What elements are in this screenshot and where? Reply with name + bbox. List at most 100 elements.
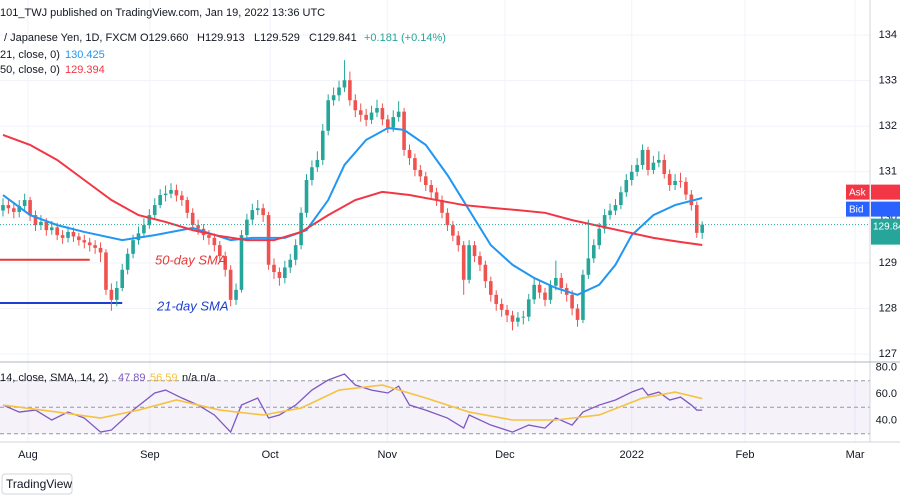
candle-body [624, 180, 629, 193]
candle-body [104, 252, 108, 290]
candle-body [646, 149, 650, 170]
candle-body [684, 181, 688, 195]
candle-body [629, 171, 634, 180]
candle-body [293, 245, 298, 260]
candle-body [526, 299, 531, 317]
ask-label: Ask [849, 187, 867, 198]
candle-body [537, 284, 542, 293]
candle-body [245, 219, 249, 236]
rsi-value: 47.89 [118, 372, 146, 384]
candle-body [223, 256, 228, 270]
x-tick-label: Aug [18, 449, 38, 461]
candle-body [169, 190, 173, 194]
candle-body [212, 237, 217, 246]
y-tick-label: 134 [879, 29, 897, 41]
y-tick-label: 131 [879, 166, 897, 178]
symbol: / Japanese Yen, 1D, FXCM [4, 32, 137, 44]
open: O129.660 [140, 32, 188, 44]
rsi-line [2, 373, 703, 434]
candle-body [364, 114, 368, 120]
candle-body [543, 292, 547, 300]
y-tick-label: 128 [879, 302, 897, 314]
x-tick-label: Nov [377, 449, 397, 461]
candle-body [472, 245, 477, 257]
ask-tag [846, 184, 870, 200]
rsi-line [2, 384, 703, 421]
bid-tag [846, 201, 870, 217]
candle-body [673, 180, 677, 186]
candle-body [386, 119, 390, 128]
candle-body [255, 208, 260, 211]
candle-body [559, 277, 564, 288]
candle-body [125, 253, 130, 270]
bid-price-box [871, 201, 900, 217]
x-tick-label: Oct [262, 449, 279, 461]
candle-body [49, 227, 54, 231]
sma-line [2, 127, 703, 296]
candle-body [348, 80, 352, 101]
candle-body [391, 117, 396, 128]
candle-body [207, 235, 211, 238]
candle-body [494, 294, 499, 304]
candle-body [288, 259, 293, 268]
candle-body [418, 169, 423, 177]
candle-body [575, 308, 580, 320]
publish-info: 101_TWJ published on TradingView.com, Ja… [0, 7, 325, 19]
candle-body [657, 159, 661, 163]
candle-body [87, 242, 92, 246]
y-tick-label: 40.0 [876, 414, 897, 426]
close: C129.841 [309, 32, 357, 44]
candle-body [66, 231, 70, 238]
candle-body [554, 277, 558, 286]
candle-body [315, 159, 320, 168]
x-tick-label: Mar [846, 449, 865, 461]
candle-body [142, 225, 146, 234]
sma50-value: 129.394 [65, 64, 105, 76]
candle-body [272, 264, 276, 273]
candle-body [423, 176, 428, 186]
candle-body [228, 269, 233, 300]
candle-body [71, 231, 76, 237]
candle-body [12, 208, 16, 212]
candle-body [516, 317, 520, 322]
y-tick-label: 60.0 [876, 388, 897, 400]
rsi-legend: 14, close, SMA, 14, 2) [0, 372, 108, 384]
candle-body [489, 281, 493, 295]
x-tick-label: Feb [736, 449, 755, 461]
x-tick-label: Dec [495, 449, 515, 461]
candle-body [131, 240, 135, 254]
candle-body [602, 215, 607, 229]
low: L129.529 [254, 32, 300, 44]
candle-body [700, 224, 704, 233]
candle-body [115, 288, 119, 300]
candle-body [375, 108, 379, 113]
candle-body [505, 309, 509, 316]
candle-body [77, 236, 81, 241]
candle-body [548, 285, 553, 300]
candle-body [413, 158, 417, 170]
candle-body [39, 221, 43, 226]
candle-body [451, 225, 455, 236]
candle-body [185, 200, 190, 213]
y-tick-label: 133 [879, 75, 897, 87]
candle-body [22, 200, 27, 206]
candle-body [234, 289, 238, 300]
x-tick-label: Sep [140, 449, 160, 461]
candle-body [326, 100, 330, 131]
candle-body [304, 180, 309, 213]
candle-body [483, 264, 488, 282]
candle-body [331, 95, 336, 101]
candle-body [190, 212, 195, 226]
y-tick-label: 80.0 [876, 361, 897, 373]
candle-body [445, 212, 450, 226]
annotation: 50-day SMA [155, 252, 227, 267]
candle-body [667, 174, 672, 186]
candle-body [581, 274, 585, 320]
candle-body [478, 256, 482, 265]
candle-body [369, 112, 374, 120]
plot-layer: Aug Sep Oct Nov Dec 2022 Feb Mar127128129130131… [0, 0, 900, 461]
candle-body [342, 80, 347, 88]
x-tick-label: 2022 [619, 449, 643, 461]
candle-body [28, 200, 32, 216]
